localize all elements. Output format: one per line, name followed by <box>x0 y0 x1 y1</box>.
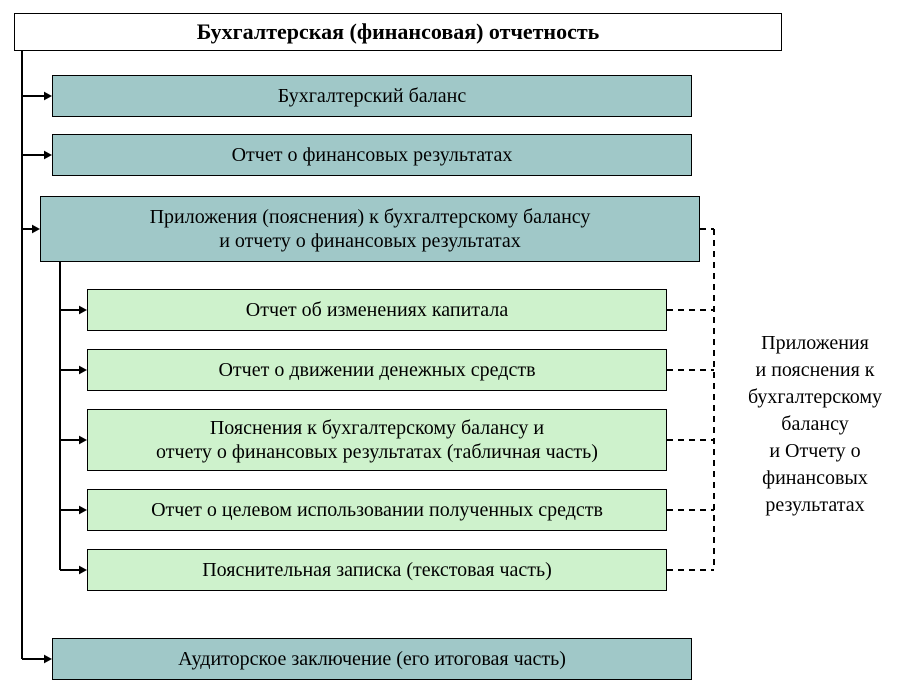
box-cash-flow: Отчет о движении денежных средств <box>87 349 667 391</box>
side-label: Приложенияи пояснения кбухгалтерскомубал… <box>720 330 910 519</box>
box-apps-text: Приложения (пояснения) к бухгалтерскому … <box>150 205 591 253</box>
box-financial-results: Отчет о финансовых результатах <box>52 134 692 176</box>
box-targeted-use: Отчет о целевом использовании полученных… <box>87 489 667 531</box>
diagram-title: Бухгалтерская (финансовая) отчетность <box>14 13 782 51</box>
box-finres-text: Отчет о финансовых результатах <box>232 143 513 167</box>
diagram-title-text: Бухгалтерская (финансовая) отчетность <box>197 19 600 45</box>
box-note-text: Пояснительная записка (текстовая часть) <box>202 558 552 582</box>
financial-reporting-diagram: Бухгалтерская (финансовая) отчетность Бу… <box>0 0 921 699</box>
box-applications: Приложения (пояснения) к бухгалтерскому … <box>40 196 700 262</box>
box-capital-text: Отчет об изменениях капитала <box>246 298 508 322</box>
box-explanatory-note: Пояснительная записка (текстовая часть) <box>87 549 667 591</box>
box-tabular-notes: Пояснения к бухгалтерскому балансу иотче… <box>87 409 667 471</box>
box-tabular-text: Пояснения к бухгалтерскому балансу иотче… <box>156 416 598 464</box>
box-cashflow-text: Отчет о движении денежных средств <box>218 358 535 382</box>
box-audit: Аудиторское заключение (его итоговая час… <box>52 638 692 680</box>
box-targeted-text: Отчет о целевом использовании полученных… <box>151 498 603 522</box>
box-audit-text: Аудиторское заключение (его итоговая час… <box>178 647 566 671</box>
box-balance: Бухгалтерский баланс <box>52 75 692 117</box>
box-balance-text: Бухгалтерский баланс <box>278 84 467 108</box>
box-capital-changes: Отчет об изменениях капитала <box>87 289 667 331</box>
side-label-text: Приложенияи пояснения кбухгалтерскомубал… <box>748 332 882 516</box>
